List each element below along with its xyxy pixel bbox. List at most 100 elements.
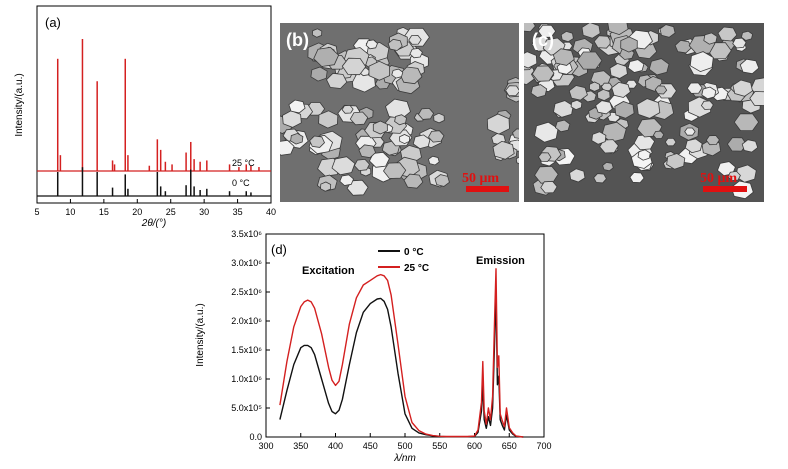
sem-crystal [666,153,686,170]
sem-crystal [749,91,764,106]
legend-label-0c: 0 °C [404,247,424,258]
pl-ytick-label: 5.0x10⁵ [231,403,262,413]
sem-crystal [538,152,552,162]
sem-crystal [705,135,720,146]
sem-crystal [552,48,575,66]
sem-crystal [664,137,677,147]
sem-crystal [368,60,391,81]
sem-c-scale-bar [703,186,747,192]
sem-crystal [309,135,325,148]
sem-crystal [524,65,537,86]
sem-crystal [614,101,635,119]
xrd-xlabel: 2θ/(°) [141,218,166,229]
sem-crystal [591,131,607,145]
sem-crystal [569,168,586,183]
sem-crystal [318,110,339,129]
pl-xtick-label: 400 [328,441,343,451]
sem-crystal [365,39,378,50]
pl-spectra-panel: (d) 0.0 5.0x10⁵ 1.0x10⁶ 1.5x10⁶ 2.0x10⁶ 2.5x1… [195,229,552,464]
sem-crystal [434,174,450,187]
sem-c-label: (c) [532,30,554,50]
sem-crystal [387,38,403,51]
pl-xtick-label: 600 [467,441,482,451]
sem-crystal [703,32,718,45]
sem-crystal [428,130,445,143]
sem-crystal [433,112,445,124]
sem-crystal [320,181,332,192]
sem-crystal [556,61,573,75]
pl-ytick-label: 3.0x10⁶ [231,258,262,268]
pl-xtick-label: 700 [536,441,551,451]
sem-crystal [717,26,738,42]
sem-crystal [611,81,631,98]
sem-b-scale-label: 50 μm [462,171,499,186]
sem-crystal [540,180,558,194]
xrd-ylabel: Intensity/(a.u.) [14,73,25,136]
sem-crystal [288,99,306,114]
sem-crystal [358,144,377,159]
sem-crystal [741,139,759,153]
pl-ytick-label: 3.5x10⁶ [231,229,262,239]
sem-crystal [524,51,538,69]
xrd-annotation-0c: 0 °C [232,178,250,188]
sem-crystal [341,57,367,76]
sem-crystal [648,58,670,76]
sem-image-c: (c) 50 μm [524,23,764,202]
sem-crystal [593,173,607,184]
sem-crystal [353,158,370,172]
sem-crystal [637,149,651,161]
sem-crystal [733,113,760,132]
sem-b-label: (b) [286,30,309,50]
pl-annotation-excitation: Excitation [302,265,355,277]
pl-panel-label: (d) [271,242,287,257]
sem-crystal [492,140,515,160]
pl-ytick-label: 2.5x10⁶ [231,287,262,297]
sem-crystal [530,84,548,98]
sem-image-b: (b) 50 μm [280,23,519,202]
sem-crystal [534,165,559,184]
pl-xtick-label: 450 [363,441,378,451]
sem-crystal [654,85,668,95]
sem-crystal [593,35,612,49]
sem-crystal [524,23,536,33]
sem-crystal [568,85,588,101]
pl-legend: 0 °C 25 °C [378,247,429,274]
xrd-xtick-label: 35 [233,207,243,217]
sem-crystal [311,28,323,38]
sem-crystal [726,137,747,152]
sem-crystal [732,79,753,97]
sem-crystal [620,36,638,53]
xrd-annotation-25c: 25 °C [232,158,255,168]
xrd-frame [36,5,272,204]
sem-crystal [595,100,613,115]
sem-crystal [505,85,519,97]
sem-crystal [600,82,613,92]
pl-xtick-label: 650 [502,441,517,451]
sem-crystal [570,99,583,111]
sem-crystal [652,130,665,140]
legend-label-25c: 25 °C [404,263,429,274]
sem-crystal [684,138,703,154]
sem-b-scale-bar [466,186,509,192]
sem-crystal [740,30,754,41]
sem-crystal [428,155,440,166]
sem-crystal [727,170,741,182]
sem-crystal [537,24,557,38]
xrd-xtick-label: 15 [99,207,109,217]
pl-ytick-label: 1.0x10⁶ [231,374,262,384]
sem-crystal [313,46,340,67]
sem-crystal [531,65,555,82]
sem-crystal [589,81,600,92]
xrd-xtick-label: 40 [266,207,276,217]
sem-crystal [607,23,629,36]
sem-crystal [418,107,435,120]
pl-xtick-label: 500 [397,441,412,451]
pl-ytick-label: 2.0x10⁶ [231,316,262,326]
sem-crystal [412,134,431,150]
sem-crystal [684,127,696,136]
pl-ytick-label: 1.5x10⁶ [231,345,262,355]
sem-crystal [627,59,645,73]
sem-crystal [339,174,354,186]
sem-crystal [280,139,295,156]
